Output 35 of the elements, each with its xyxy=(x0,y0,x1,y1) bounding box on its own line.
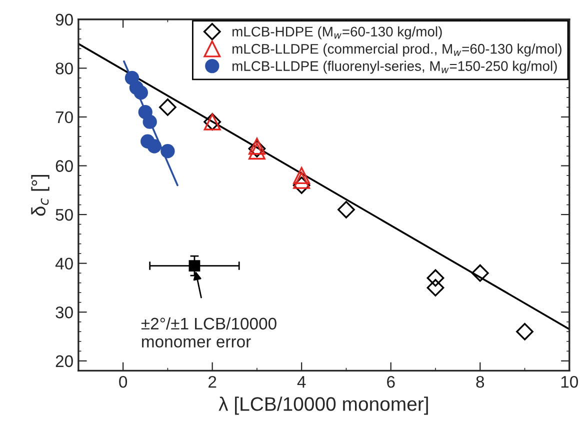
y-tick-label: 70 xyxy=(56,111,73,124)
point xyxy=(293,172,310,189)
point xyxy=(159,98,176,116)
y-tick-label: 20 xyxy=(56,355,73,368)
x-tick-label: 8 xyxy=(476,376,484,388)
legend-label: mLCB-LLDPE (fluorenyl-series, M$_{w}$=150-250 kg/mol) xyxy=(232,60,557,74)
point xyxy=(471,264,489,282)
point xyxy=(293,167,310,184)
point xyxy=(134,85,148,100)
legend-label: mLCB-LLDPE (commercial prod., M$_{w}$=60-130 kg/mol) xyxy=(232,44,562,57)
point xyxy=(147,139,162,154)
point xyxy=(160,144,175,158)
legend-label: mLCB-HDPE (M$_{w}$=60-130 kg/mol) xyxy=(232,26,442,40)
point xyxy=(516,322,534,340)
point xyxy=(426,279,444,296)
point xyxy=(338,200,355,218)
x-tick-label: 6 xyxy=(387,376,395,388)
point xyxy=(188,260,200,272)
x-axis-title: λ [LCB/10000 monomer] xyxy=(218,396,428,415)
x-tick-label: 4 xyxy=(297,376,306,388)
y-axis-title: δ$_{c}$ [°] xyxy=(31,174,50,216)
y-tick-label: 60 xyxy=(56,160,73,172)
y-tick-label: 80 xyxy=(56,62,73,74)
y-tick-label: 90 xyxy=(56,14,73,26)
x-tick-label: 0 xyxy=(119,376,128,388)
point xyxy=(142,114,157,129)
y-tick-label: 50 xyxy=(56,208,73,221)
y-tick-label: 30 xyxy=(56,306,73,318)
point xyxy=(248,142,266,160)
point xyxy=(292,176,310,194)
annotation: ±2°/±1 LCB/10000 monomer error xyxy=(141,317,276,348)
y-tick-label: 40 xyxy=(55,258,73,270)
x-tick-label: 10 xyxy=(561,376,578,388)
point xyxy=(426,269,444,287)
x-tick-label: 2 xyxy=(208,376,216,388)
